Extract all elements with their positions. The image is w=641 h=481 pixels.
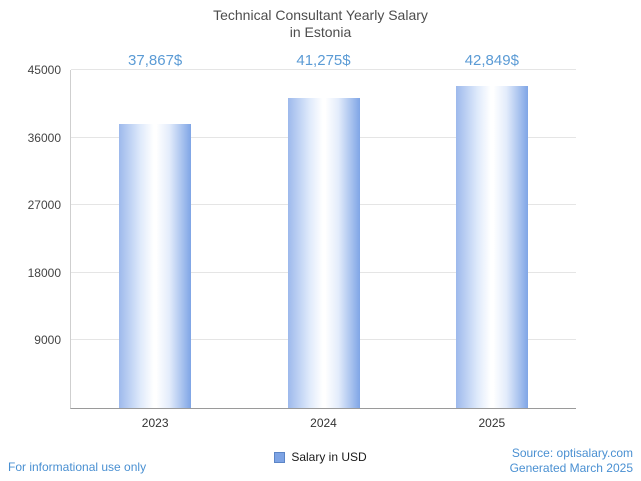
y-tick-label: 27000 bbox=[27, 198, 61, 213]
bar-2024[interactable] bbox=[287, 97, 360, 408]
y-tick-label: 9000 bbox=[34, 333, 61, 348]
chart-title-line1: Technical Consultant Yearly Salary bbox=[213, 7, 428, 23]
y-tick-label: 36000 bbox=[27, 130, 61, 145]
gridline bbox=[71, 69, 576, 70]
x-tick-label: 2024 bbox=[310, 416, 337, 430]
legend-swatch-icon bbox=[274, 451, 286, 463]
bar-2023[interactable] bbox=[119, 123, 192, 408]
value-label: 37,867$ bbox=[128, 52, 183, 69]
x-tick-label: 2025 bbox=[478, 416, 506, 430]
source-link[interactable]: Source: optisalary.com bbox=[511, 446, 633, 460]
y-tick-label: 18000 bbox=[27, 265, 61, 280]
chart-title: Technical Consultant Yearly Salary in Es… bbox=[0, 7, 641, 41]
source-block: Source: optisalary.com Generated March 2… bbox=[510, 446, 633, 476]
value-label: 41,275$ bbox=[296, 52, 351, 69]
generated-date: Generated March 2025 bbox=[509, 461, 633, 475]
plot-area: 9000 18000 27000 36000 45000 37,867$ 2023 41,27… bbox=[28, 52, 576, 430]
legend: Salary in USD bbox=[0, 450, 641, 464]
chart-title-line2: in Estonia bbox=[289, 24, 352, 40]
legend-label: Salary in USD bbox=[291, 450, 367, 464]
disclaimer-text: For informational use only bbox=[8, 460, 147, 474]
x-tick-label: 2023 bbox=[141, 416, 169, 430]
y-tick-label: 45000 bbox=[27, 63, 61, 77]
bar-2025[interactable] bbox=[455, 86, 528, 408]
value-label: 42,849$ bbox=[464, 52, 519, 69]
